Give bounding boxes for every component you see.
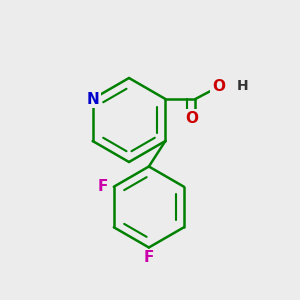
Text: N: N bbox=[86, 92, 99, 106]
Text: F: F bbox=[144, 250, 154, 266]
Text: F: F bbox=[98, 179, 108, 194]
Text: O: O bbox=[185, 111, 198, 126]
Text: O: O bbox=[212, 79, 225, 94]
Text: H: H bbox=[236, 79, 248, 93]
